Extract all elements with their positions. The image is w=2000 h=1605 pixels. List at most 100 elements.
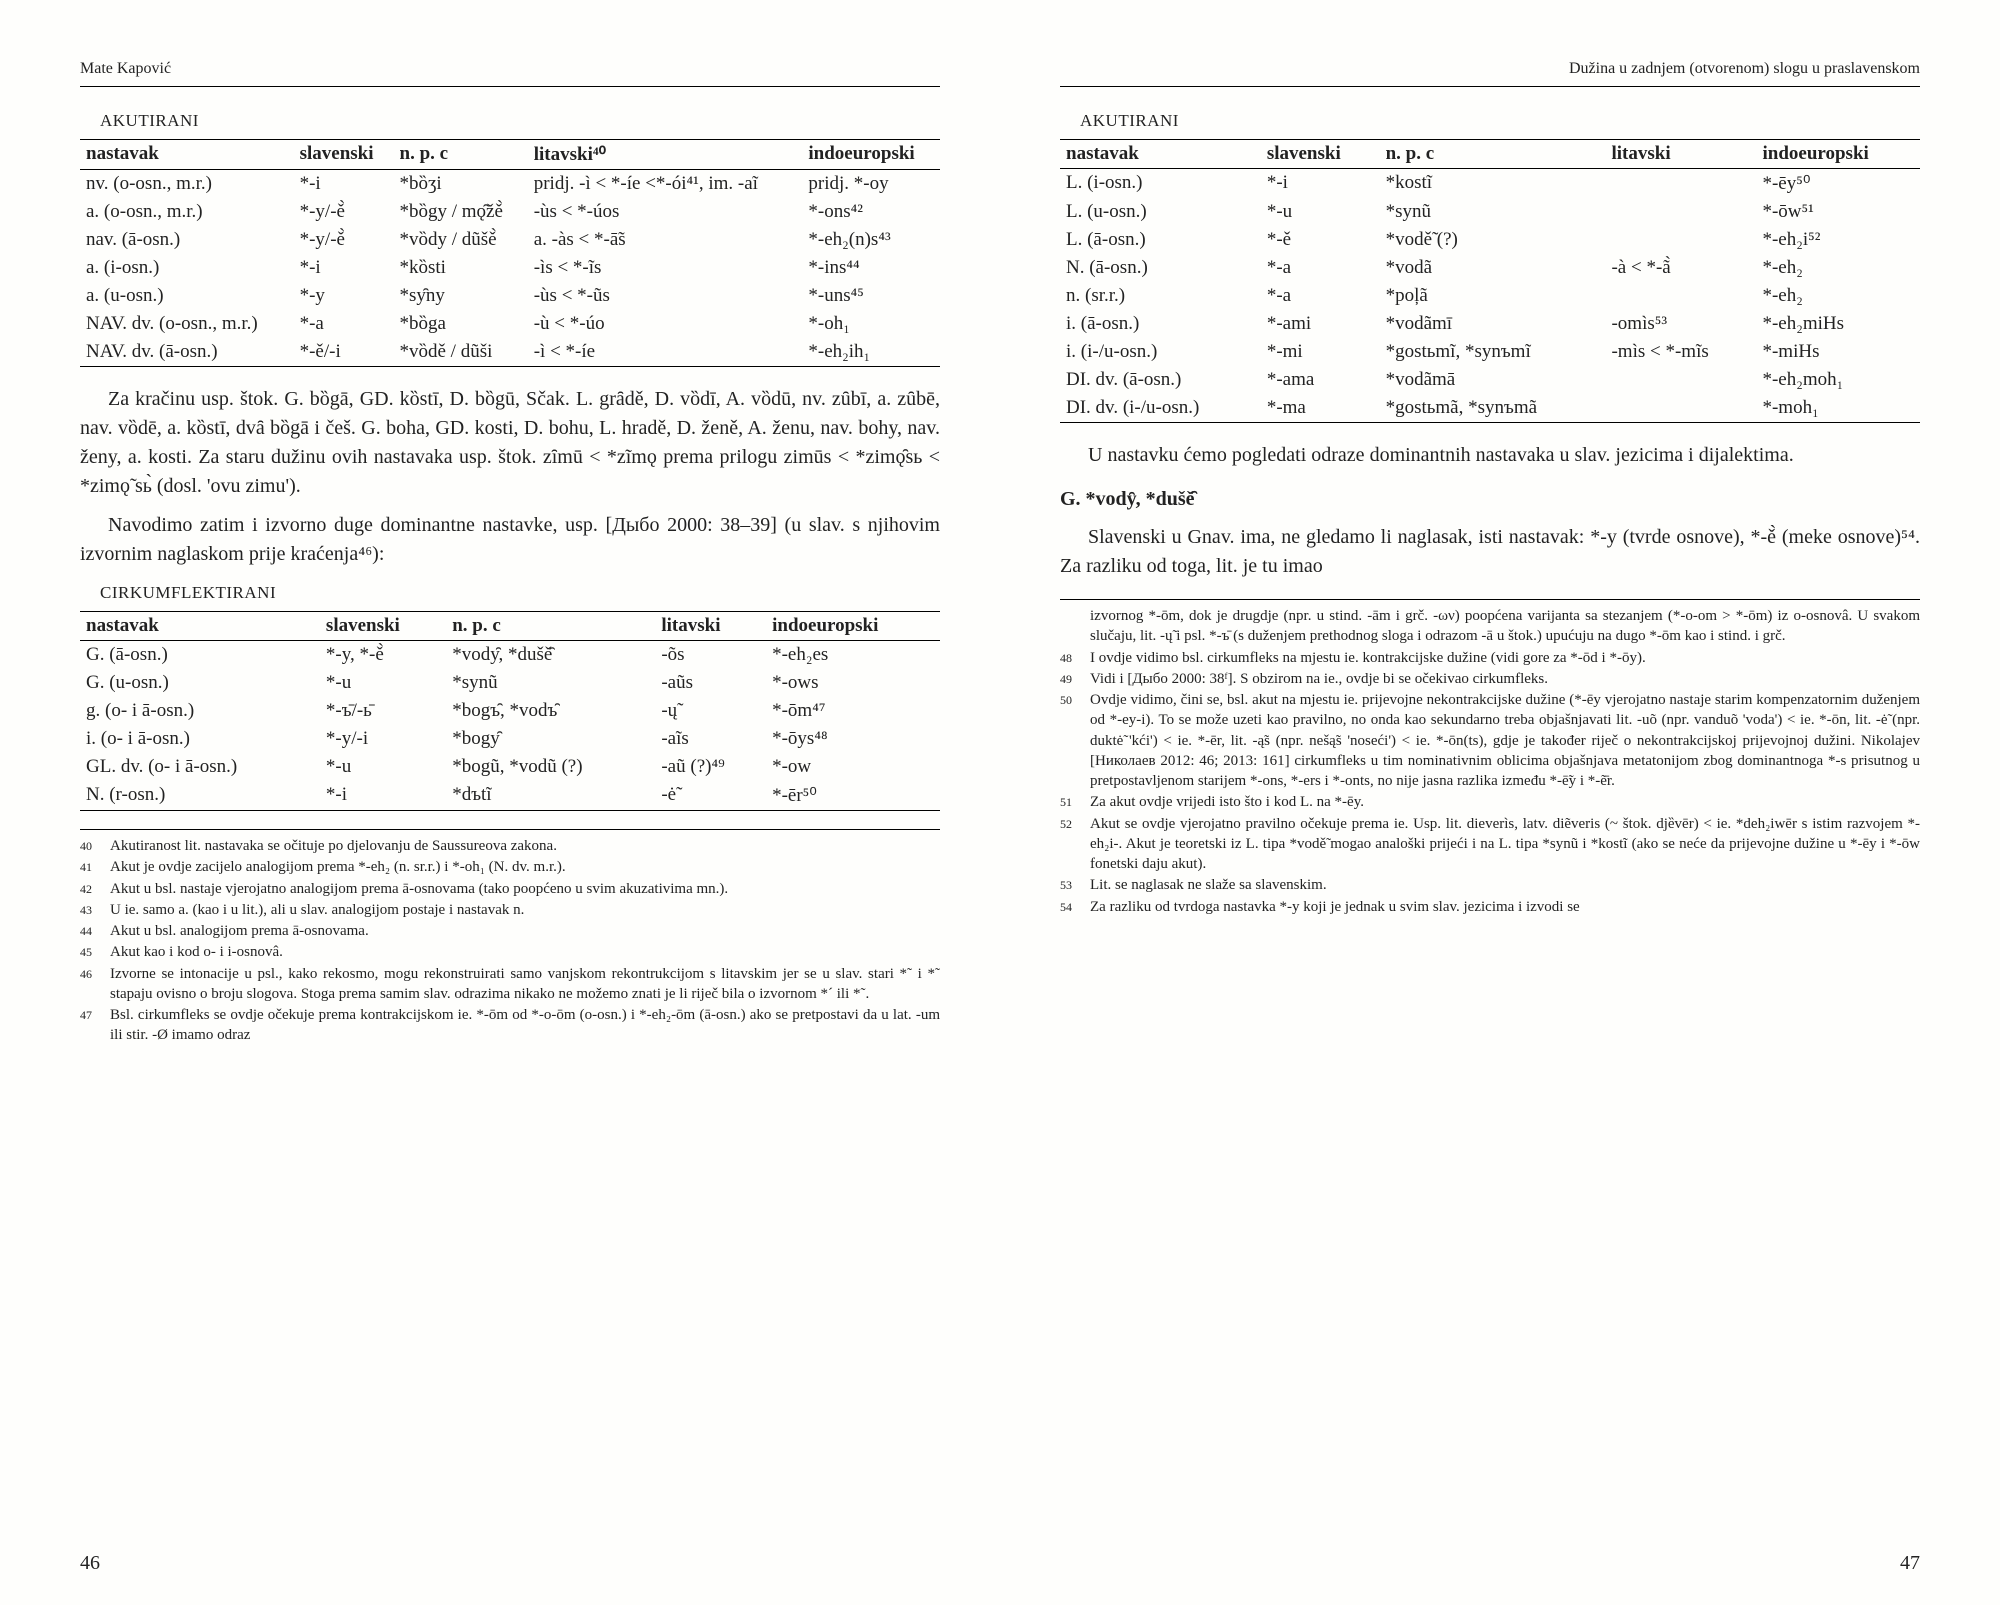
table-cell: -ė̃ [655,781,766,811]
table-cell: *-a [1261,254,1380,282]
table-row: nv. (o-osn., m.r.)*-i*bȍʒipridj. -ì < *-… [80,170,940,199]
table-cell: *-ami [1261,310,1380,338]
table-cell [1605,394,1756,423]
page-number-left: 46 [80,1552,100,1575]
footnote-text: Lit. se naglasak ne slaže sa slavenskim. [1090,875,1920,895]
footnote: 42Akut u bsl. nastaje vjerojatno analogi… [80,879,940,899]
footnote-number: 52 [1060,814,1090,875]
table-cell: *-u [320,669,446,697]
footnote-text: Bsl. cirkumfleks se ovdje očekuje prema … [110,1005,940,1046]
table-cell: -ì < *-íe [528,338,803,367]
table-cell: -ìs < *-ĩs [528,254,803,282]
table-akutirani-1: nastavakslavenskin. p. clitavski⁴⁰indoeu… [80,139,940,367]
footnote: 52Akut se ovdje vjerojatno pravilno oček… [1060,814,1920,875]
table-cell: nav. (ā-osn.) [80,226,294,254]
page-left: Mate Kapović AKUTIRANI nastavakslavenski… [0,0,1000,1605]
table-cell: a. -às < *-ā̃s [528,226,803,254]
table-cell: GL. dv. (o- i ā-osn.) [80,753,320,781]
page-number-right: 47 [1900,1552,1920,1575]
table-cell: *-a [294,310,394,338]
table-header: litavski [655,612,766,641]
footnote-text: Akut u bsl. analogijom prema ā-osnovama. [110,921,940,941]
table-cell: a. (i-osn.) [80,254,294,282]
table-cell: g. (o- i ā-osn.) [80,697,320,725]
table-cell: *-eh₂ [1756,282,1920,310]
table-header: litavski⁴⁰ [528,140,803,170]
footnote-number: 49 [1060,669,1090,689]
table-cell: i. (o- i ā-osn.) [80,725,320,753]
table-cell: *-eh₂moh₁ [1756,366,1920,394]
footnote-text: izvornog *-ōm, dok je drugdje (npr. u st… [1090,606,1920,647]
table-cell: *vodã [1380,254,1606,282]
table-header: indoeuropski [802,140,940,170]
table-cell: -aũ (?)⁴⁹ [655,753,766,781]
footnotes-left: 40Akutiranost lit. nastavaka se očituje … [80,829,940,1046]
footnote-number: 47 [80,1005,110,1046]
header-title: Dužina u zadnjem (otvorenom) slogu u pra… [1060,60,1920,78]
table-header: n. p. c [394,140,528,170]
section-label-cirkumflektirani: CIRKUMFLEKTIRANI [100,583,940,603]
table-cell: L. (i-osn.) [1060,169,1261,199]
table-cell: *bogy̑ [446,725,655,753]
table-cell: *-i [294,170,394,199]
table-cell: *poļã [1380,282,1606,310]
table-cell: *-ě [1261,226,1380,254]
table-cell [1605,366,1756,394]
table-cell: *-y, *-ě̀ [320,641,446,670]
table-cell: *-u [1261,198,1380,226]
table-cell: *vodãmā [1380,366,1606,394]
footnote: 40Akutiranost lit. nastavaka se očituje … [80,836,940,856]
table-akutirani-2: nastavakslavenskin. p. clitavskiindoeuro… [1060,139,1920,423]
table-cell: *-eh₂(n)s⁴³ [802,226,940,254]
heading-g: G. *vody̑, *dušě̑ [1060,488,1920,511]
header-rule-right [1060,86,1920,87]
footnote: 46Izvorne se intonacije u psl., kako rek… [80,964,940,1005]
section-label-akutirani-1: AKUTIRANI [100,111,940,131]
para-2: Navodimo zatim i izvorno duge dominantne… [80,511,940,569]
table-cell: *-mi [1261,338,1380,366]
table-cell: *-eh₂es [766,641,940,670]
footnote-text: Ovdje vidimo, čini se, bsl. akut na mjes… [1090,690,1920,791]
footnote-number: 51 [1060,792,1090,812]
header-rule [80,86,940,87]
table-cell: *-eh₂ [1756,254,1920,282]
table-row: i. (ā-osn.)*-ami*vodãmī-omìs⁵³*-eh₂miHs [1060,310,1920,338]
footnote: 47Bsl. cirkumfleks se ovdje očekuje prem… [80,1005,940,1046]
table-cell: DI. dv. (i-/u-osn.) [1060,394,1261,423]
table-cell: -aĩs [655,725,766,753]
table-cell: *bȍgy / mǫ̑žě̀ [394,198,528,226]
table-header: nastavak [80,140,294,170]
footnote-text: Akutiranost lit. nastavaka se očituje po… [110,836,940,856]
footnote-text: Akut u bsl. nastaje vjerojatno analogijo… [110,879,940,899]
table-cell: *vodě̃ (?) [1380,226,1606,254]
table-cell: *bogъ̑, *vodъ̑ [446,697,655,725]
table-cell: n. (sr.r.) [1060,282,1261,310]
table-row: i. (i-/u-osn.)*-mi*gostьmĩ, *synъmĩ-mìs … [1060,338,1920,366]
footnote-number: 54 [1060,897,1090,917]
table-cell: *-ēy⁵⁰ [1756,169,1920,199]
table-cell: *-eh₂miHs [1756,310,1920,338]
table-row: g. (o- i ā-osn.)*-ъ̄/-ь̄*bogъ̑, *vodъ̑-ų… [80,697,940,725]
footnote: 50Ovdje vidimo, čini se, bsl. akut na mj… [1060,690,1920,791]
table-row: G. (ā-osn.)*-y, *-ě̀*vody̑, *dušě̑-õs*-e… [80,641,940,670]
footnote-text: Za akut ovdje vrijedi isto što i kod L. … [1090,792,1920,812]
table-row: GL. dv. (o- i ā-osn.)*-u*bogũ, *vodũ (?)… [80,753,940,781]
table-cell: *-ēr⁵⁰ [766,781,940,811]
footnote-number: 43 [80,900,110,920]
footnote-number: 45 [80,942,110,962]
table-cell: *kostĩ [1380,169,1606,199]
table-cell: *dъtĩ [446,781,655,811]
table-cell: *-y/-ě̀ [294,198,394,226]
table-row: DI. dv. (i-/u-osn.)*-ma*gostьmã, *synъmã… [1060,394,1920,423]
table-cell: *vȍdě / dũši [394,338,528,367]
table-cell: *-ōw⁵¹ [1756,198,1920,226]
table-cell: *sy̑ny [394,282,528,310]
table-cell: *-i [320,781,446,811]
table-row: n. (sr.r.)*-a*poļã *-eh₂ [1060,282,1920,310]
table-cell: *gostьmã, *synъmã [1380,394,1606,423]
table-cell: *-a [1261,282,1380,310]
footnote-text: Za razliku od tvrdoga nastavka *-y koji … [1090,897,1920,917]
table-row: i. (o- i ā-osn.)*-y/-i*bogy̑-aĩs*-ōys⁴⁸ [80,725,940,753]
footnote: 41Akut je ovdje zacijelo analogijom prem… [80,857,940,877]
table-header: indoeuropski [1756,140,1920,169]
